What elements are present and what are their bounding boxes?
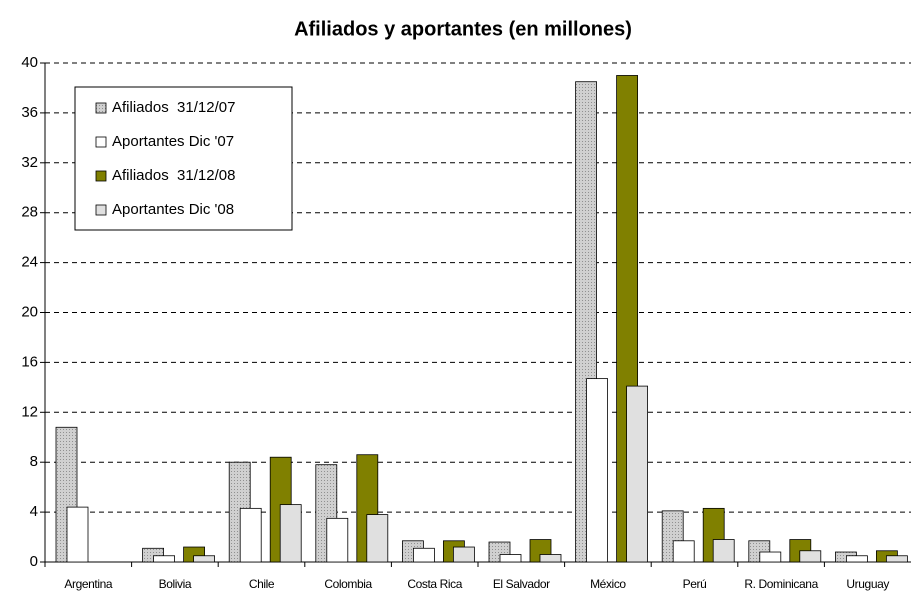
y-tick-label: 0 — [30, 553, 38, 570]
legend-swatch — [95, 102, 107, 114]
bar — [759, 551, 782, 563]
x-tick-label: El Salvador — [492, 577, 550, 591]
legend-label: Aportantes Dic '07 — [112, 133, 234, 150]
y-tick-label: 20 — [21, 303, 38, 320]
bar — [886, 555, 908, 563]
bar — [279, 504, 302, 563]
legend-swatch — [95, 170, 107, 182]
y-tick-label: 40 — [21, 54, 38, 71]
bar — [672, 540, 695, 563]
y-tick-label: 24 — [21, 254, 38, 271]
bar — [153, 555, 176, 563]
bar — [193, 555, 216, 563]
y-tick-label: 36 — [21, 104, 38, 121]
y-tick-label: 32 — [21, 154, 38, 171]
legend-label: Afiliados 31/12/08 — [112, 167, 235, 184]
x-tick-label: Chile — [248, 577, 275, 591]
bar — [799, 550, 822, 563]
legend: Afiliados 31/12/07 Aportantes Dic '07 Afil… — [74, 86, 293, 231]
x-tick-label: R. Dominicana — [744, 577, 818, 591]
legend-label: Aportantes Dic '08 — [112, 201, 234, 218]
legend-label: Afiliados 31/12/07 — [112, 99, 235, 116]
x-tick-label: Perú — [682, 577, 707, 591]
bar — [326, 517, 349, 563]
y-tick-label: 4 — [30, 503, 38, 520]
x-tick-label: Argentina — [64, 577, 113, 591]
x-tick-label: Costa Rica — [407, 577, 463, 591]
legend-swatch — [95, 136, 107, 148]
bar — [539, 554, 562, 563]
chart-title: Afiliados y aportantes (en millones) — [294, 18, 632, 40]
bar — [712, 539, 735, 563]
y-tick-label: 28 — [21, 204, 38, 221]
x-tick-label: Bolivia — [158, 577, 192, 591]
y-tick-label: 8 — [30, 453, 38, 470]
bar — [239, 507, 262, 563]
x-tick-label: Uruguay — [846, 577, 889, 591]
bar — [846, 555, 868, 563]
bar — [366, 514, 389, 563]
bar — [452, 546, 475, 563]
bar — [412, 547, 435, 563]
legend-swatch — [95, 204, 107, 216]
x-tick-label: México — [590, 577, 626, 591]
y-tick-label: 16 — [21, 353, 38, 370]
y-tick-label: 12 — [21, 403, 38, 420]
bar — [586, 378, 608, 563]
x-tick-label: Colombia — [324, 577, 372, 591]
bar — [626, 385, 648, 563]
bar — [66, 506, 89, 563]
bar — [499, 554, 522, 563]
legend-box — [74, 86, 293, 231]
